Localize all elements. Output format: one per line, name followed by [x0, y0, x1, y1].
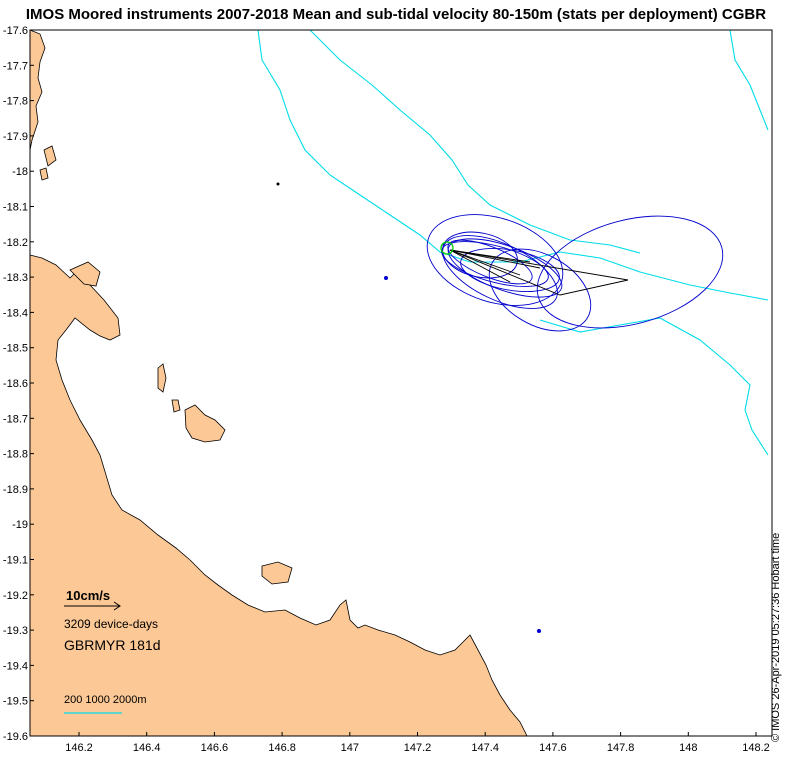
lon-tick-label: 147.6	[539, 742, 567, 754]
lon-axis: 146.2 146.4 146.6 146.8 147 147.2 147.4 147.6 14…	[65, 732, 770, 754]
land-island-hinchinbrook	[69, 261, 101, 287]
lon-tick-label: 146.4	[133, 742, 161, 754]
land-island-magnetic	[184, 404, 226, 443]
lat-tick-label: -17.9	[3, 131, 28, 143]
lon-tick-label: 146.6	[201, 742, 229, 754]
land-island-small	[39, 145, 181, 413]
lat-tick-label: -19.2	[3, 590, 28, 602]
land-coast-south	[29, 254, 528, 737]
lat-tick-label: -17.7	[3, 60, 28, 72]
land-island-cape-cleveland	[261, 561, 293, 585]
velocity-scale-label: 10cm/s	[66, 588, 111, 603]
isobaths-label: 200 1000 2000m	[64, 694, 147, 706]
lon-tick-label: 146.8	[268, 742, 296, 754]
lat-tick-label: -18.6	[3, 378, 28, 390]
lat-tick-label: -19.4	[3, 660, 28, 672]
lat-tick-label: -18.7	[3, 413, 28, 425]
lat-tick-label: -19	[12, 519, 28, 531]
lat-tick-label: -19.3	[3, 625, 28, 637]
credit-text: © IMOS 26-Apr-2019 05:27:36 Hobart time	[770, 532, 782, 742]
lat-tick-label: -18	[12, 166, 28, 178]
lat-tick-label: -19.5	[3, 696, 28, 708]
mean-velocity-vectors	[449, 249, 629, 296]
lat-tick-label: -19.1	[3, 555, 28, 567]
lon-tick-label: 147	[341, 742, 359, 754]
lat-tick-label: -18.8	[3, 449, 28, 461]
device-days-label: 3209 device-days	[64, 617, 159, 631]
lat-axis: -17.6 -17.7 -17.8 -17.9 -18 -18.1 -18.2 -18.3 -1…	[3, 25, 34, 743]
mooring-site-marker	[440, 241, 454, 255]
lat-tick-label: -18.4	[3, 307, 28, 319]
lon-tick-label: 147.2	[404, 742, 432, 754]
lon-tick-label: 147.8	[607, 742, 635, 754]
lon-tick-label: 146.2	[65, 742, 93, 754]
lat-tick-label: -18.9	[3, 484, 28, 496]
lat-tick-label: -17.6	[3, 25, 28, 37]
island-point	[276, 182, 280, 186]
velocity-scale-arrow	[64, 601, 121, 611]
lat-tick-label: -18.2	[3, 237, 28, 249]
mooring-point	[537, 629, 541, 633]
lon-tick-label: 147.4	[471, 742, 499, 754]
mooring-point	[384, 276, 388, 280]
lat-tick-label: -18.1	[3, 202, 28, 214]
lat-tick-label: -19.6	[3, 731, 28, 743]
lon-tick-label: 148.2	[742, 742, 770, 754]
land-island-palm	[157, 363, 167, 393]
map-title: IMOS Moored instruments 2007-2018 Mean a…	[25, 6, 767, 23]
lon-tick-label: 148	[679, 742, 697, 754]
lat-tick-label: -18.3	[3, 272, 28, 284]
land-mainland	[29, 29, 46, 151]
lat-tick-label: -17.8	[3, 96, 28, 108]
site-label: GBRMYR 181d	[64, 637, 161, 653]
lat-tick-label: -18.5	[3, 343, 28, 355]
